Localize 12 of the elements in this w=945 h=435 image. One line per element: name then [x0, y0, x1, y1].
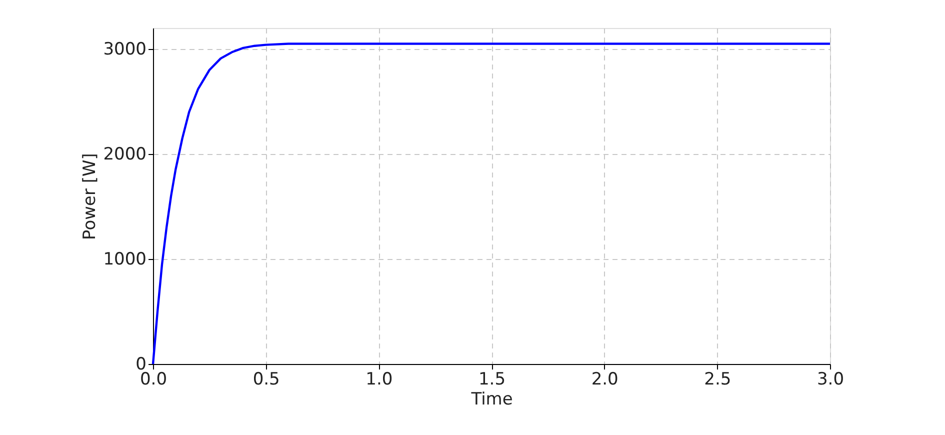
x-tick-label: 2.0 [591, 370, 618, 390]
x-tick-label: 1.5 [478, 370, 506, 390]
y-tick-label: 3000 [103, 40, 146, 60]
x-tick-label: 1.0 [366, 370, 393, 390]
x-tick-label: 3.0 [816, 370, 844, 390]
x-tick-label: 2.5 [704, 370, 732, 390]
y-axis-title: Power [W] [80, 153, 100, 240]
x-axis-title: Time [470, 390, 513, 410]
y-tick-label: 1000 [103, 250, 146, 270]
x-tick-label: 0.0 [140, 370, 168, 390]
y-tick-label: 2000 [103, 144, 146, 164]
x-tick-label: 0.5 [252, 370, 280, 390]
